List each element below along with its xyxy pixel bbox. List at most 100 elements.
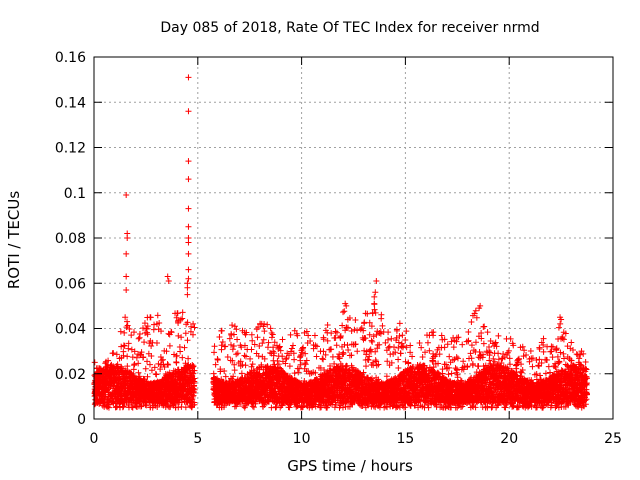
data-point — [190, 363, 197, 370]
data-point — [165, 361, 172, 368]
data-point — [105, 357, 112, 364]
data-point — [185, 355, 192, 362]
data-point — [286, 363, 293, 370]
data-point — [135, 335, 142, 342]
data-point — [181, 382, 188, 389]
data-point — [148, 352, 155, 359]
data-point — [190, 390, 197, 397]
data-point — [214, 357, 221, 364]
data-point — [191, 367, 198, 374]
data-point — [167, 403, 174, 410]
data-point — [163, 348, 170, 355]
data-point — [386, 343, 393, 350]
data-point — [146, 361, 153, 368]
data-point — [441, 344, 448, 351]
data-point — [189, 331, 196, 338]
data-point — [340, 350, 347, 357]
data-point — [211, 343, 218, 350]
data-point — [379, 322, 386, 329]
data-point — [138, 349, 145, 356]
data-point — [120, 403, 127, 410]
data-point — [177, 348, 184, 355]
data-point — [91, 359, 98, 366]
data-point — [218, 327, 225, 334]
data-point — [156, 319, 163, 326]
data-point — [175, 332, 182, 339]
data-point — [191, 386, 198, 393]
data-point — [124, 318, 131, 325]
data-point — [248, 346, 255, 353]
data-point — [224, 354, 231, 361]
data-point — [118, 343, 125, 350]
data-point — [189, 393, 196, 400]
data-point — [144, 358, 151, 365]
data-point — [385, 336, 392, 343]
data-point — [131, 362, 138, 369]
data-point — [265, 339, 272, 346]
data-point — [241, 352, 248, 359]
data-point — [345, 347, 352, 354]
data-point — [179, 315, 186, 322]
data-point — [297, 353, 304, 360]
data-point — [166, 342, 173, 349]
data-point — [144, 331, 151, 338]
data-point — [125, 340, 132, 347]
data-point — [158, 328, 165, 335]
data-point — [388, 335, 395, 342]
data-point — [140, 354, 147, 361]
data-point — [289, 342, 296, 349]
data-point — [153, 371, 160, 378]
data-point — [230, 342, 237, 349]
data-point — [256, 343, 263, 350]
data-point — [121, 329, 128, 336]
data-point — [148, 342, 155, 349]
data-point — [136, 373, 143, 380]
data-point — [120, 352, 127, 359]
data-point — [117, 328, 124, 335]
data-point — [191, 378, 198, 385]
data-point — [344, 342, 351, 349]
data-point — [254, 334, 261, 341]
data-point — [222, 373, 229, 380]
data-point — [121, 342, 128, 349]
data-point — [179, 354, 186, 361]
data-point — [222, 343, 229, 350]
data-point — [231, 367, 238, 374]
data-point — [438, 332, 445, 339]
data-point — [153, 340, 160, 347]
data-point — [181, 344, 188, 351]
data-point — [229, 322, 236, 329]
data-point — [340, 309, 347, 316]
data-point — [231, 323, 238, 330]
data-point — [144, 373, 151, 380]
data-point — [352, 317, 359, 324]
data-point — [302, 361, 309, 368]
data-point — [402, 336, 409, 343]
data-point — [354, 348, 361, 355]
data-point — [268, 334, 275, 341]
data-point — [444, 341, 451, 348]
data-point — [190, 320, 197, 327]
data-point — [395, 364, 402, 371]
data-point — [141, 320, 148, 327]
data-point — [296, 365, 303, 372]
data-point — [259, 340, 266, 347]
chart-title: Day 085 of 2018, Rate Of TEC Index for r… — [160, 20, 539, 36]
data-point — [341, 308, 348, 315]
data-point — [372, 309, 379, 316]
data-point — [337, 334, 344, 341]
data-point — [147, 314, 154, 321]
data-point — [212, 361, 219, 368]
data-point — [378, 315, 385, 322]
data-point — [396, 320, 403, 327]
data-point — [161, 364, 168, 371]
data-point — [291, 370, 298, 377]
data-point — [128, 332, 135, 339]
data-point — [261, 328, 268, 335]
data-point — [151, 321, 158, 328]
data-point — [133, 354, 140, 361]
data-point — [182, 404, 189, 411]
data-point — [260, 336, 267, 343]
data-point — [279, 336, 286, 343]
